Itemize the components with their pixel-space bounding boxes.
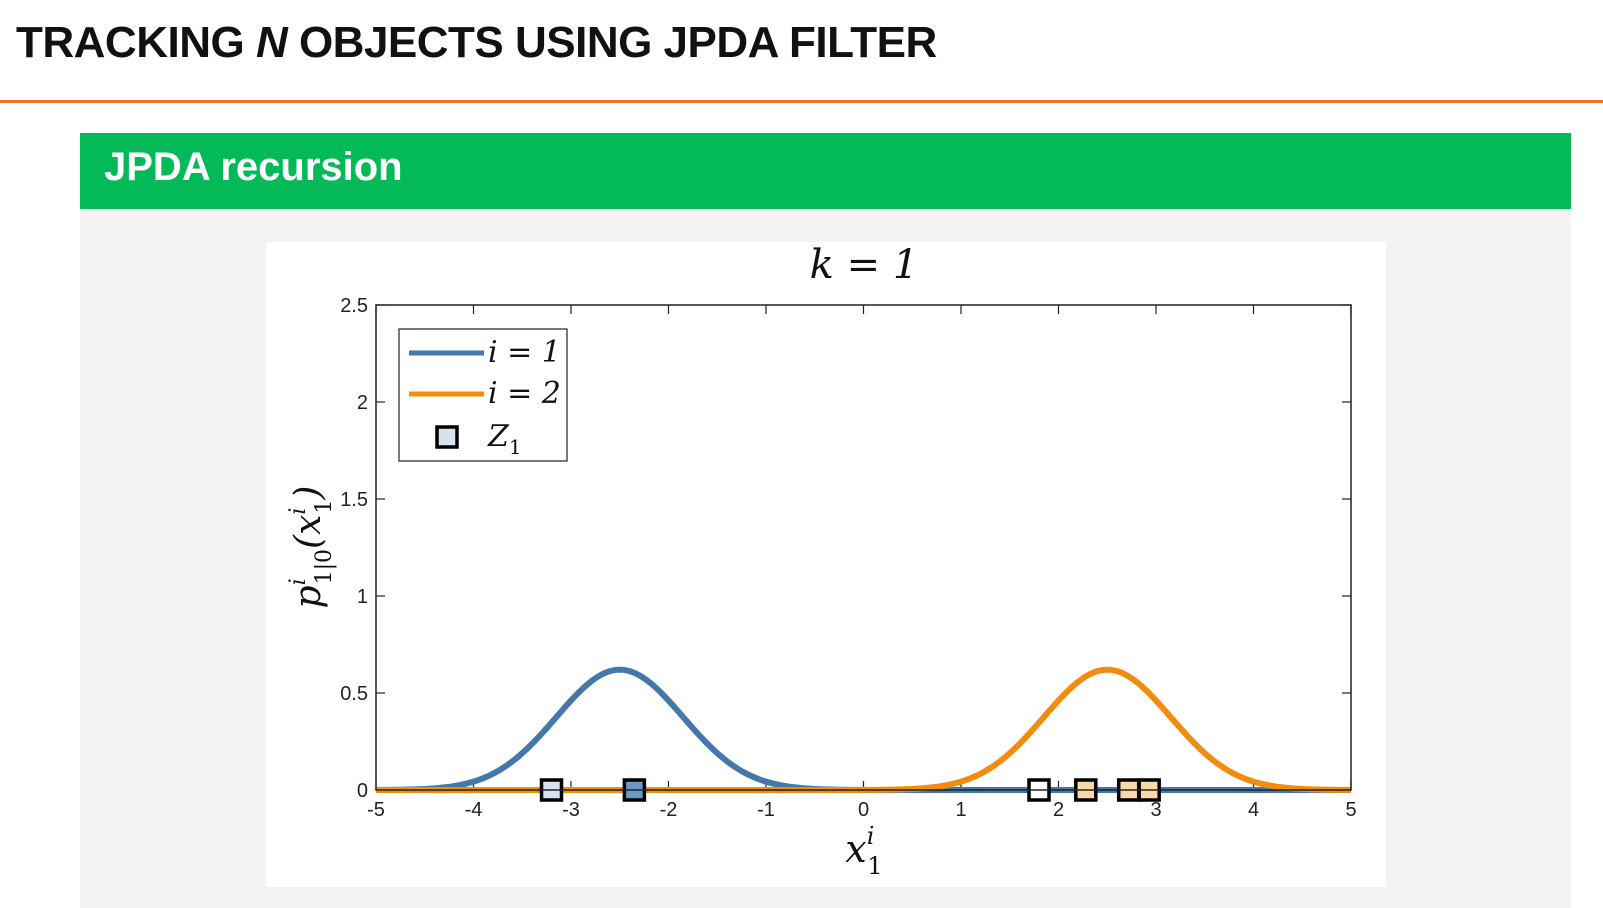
svg-text:pi1|0(xi1): pi1|0(xi1) bbox=[286, 486, 337, 609]
x-tick-label: 3 bbox=[1150, 799, 1161, 821]
chart-title: k = 1 bbox=[810, 242, 919, 288]
series-line-i-2 bbox=[375, 666, 1352, 793]
density-chart: k = 1 -5 -4 -3 -2 -1 0 1 2 3 4 5 0 0.5 1 1.5 2 2.5 pi1|0… bbox=[286, 242, 1357, 880]
block-header: JPDA recursion bbox=[80, 133, 1571, 209]
y-tick-label: 0.5 bbox=[340, 683, 368, 705]
x-tick-label: 4 bbox=[1248, 799, 1259, 821]
x-tick-label: -3 bbox=[562, 799, 580, 821]
block-title: JPDA recursion bbox=[104, 145, 403, 189]
series-curves bbox=[375, 666, 1352, 793]
x-tick-label: -5 bbox=[367, 799, 385, 821]
x-tick-label: -1 bbox=[757, 799, 775, 821]
x-tick-label: 0 bbox=[858, 799, 869, 821]
legend-label-i-2: i = 2 bbox=[488, 376, 561, 411]
series-line-i-1 bbox=[375, 666, 1352, 793]
y-tick-label: 0 bbox=[357, 780, 368, 802]
y-tick-label: 1 bbox=[357, 586, 368, 608]
legend-label-i-1: i = 1 bbox=[488, 335, 561, 370]
x-tick-label: -4 bbox=[465, 799, 483, 821]
slide-title-n: N bbox=[255, 18, 288, 67]
axis-tick-labels: -5 -4 -3 -2 -1 0 1 2 3 4 5 0 0.5 1 1.5 2 2.5 bbox=[340, 295, 1356, 821]
legend-label-z1: Z1 bbox=[487, 419, 522, 459]
axes-box bbox=[375, 304, 1352, 791]
x-tick-label: 2 bbox=[1053, 799, 1064, 821]
x-tick-label: 5 bbox=[1345, 799, 1356, 821]
legend-swatch-z1 bbox=[435, 425, 459, 449]
legend: i = 1 i = 2 Z1 bbox=[398, 328, 568, 462]
slide-title: TRACKING N OBJECTS USING JPDA FILTER bbox=[16, 18, 937, 67]
y-tick-label: 2.5 bbox=[340, 295, 368, 317]
y-tick-label: 2 bbox=[357, 392, 368, 414]
jpda-block: JPDA recursion k = 1 -5 -4 -3 -2 -1 0 1 2 3 4 5 0 0.… bbox=[80, 133, 1571, 908]
x-tick-label: -2 bbox=[660, 799, 678, 821]
chart-figure: k = 1 -5 -4 -3 -2 -1 0 1 2 3 4 5 0 0.5 1 1.5 2 2.5 pi1|0… bbox=[266, 242, 1386, 887]
x-tick-label: 1 bbox=[955, 799, 966, 821]
y-tick-label: 1.5 bbox=[340, 489, 368, 511]
title-rule bbox=[0, 100, 1603, 103]
x-axis-label: xi 1 bbox=[845, 822, 882, 880]
y-axis-label: pi1|0(xi1) bbox=[286, 486, 337, 609]
